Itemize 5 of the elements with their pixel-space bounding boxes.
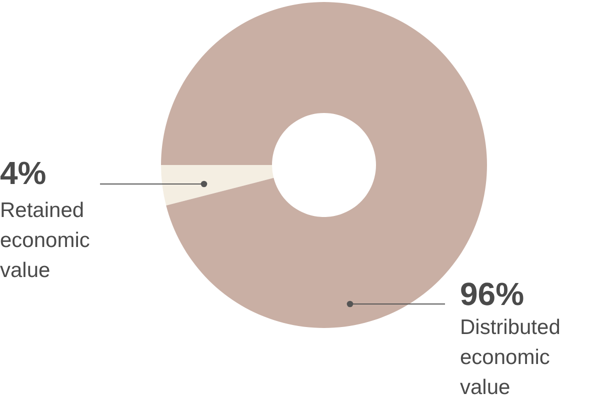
- data-label: 4%: [0, 155, 46, 191]
- donut-slice: [161, 165, 274, 206]
- slice-label: Retained economic value: [0, 199, 90, 282]
- data-label: 96%: [460, 276, 524, 312]
- slice-label: Distributed economic value: [460, 316, 560, 399]
